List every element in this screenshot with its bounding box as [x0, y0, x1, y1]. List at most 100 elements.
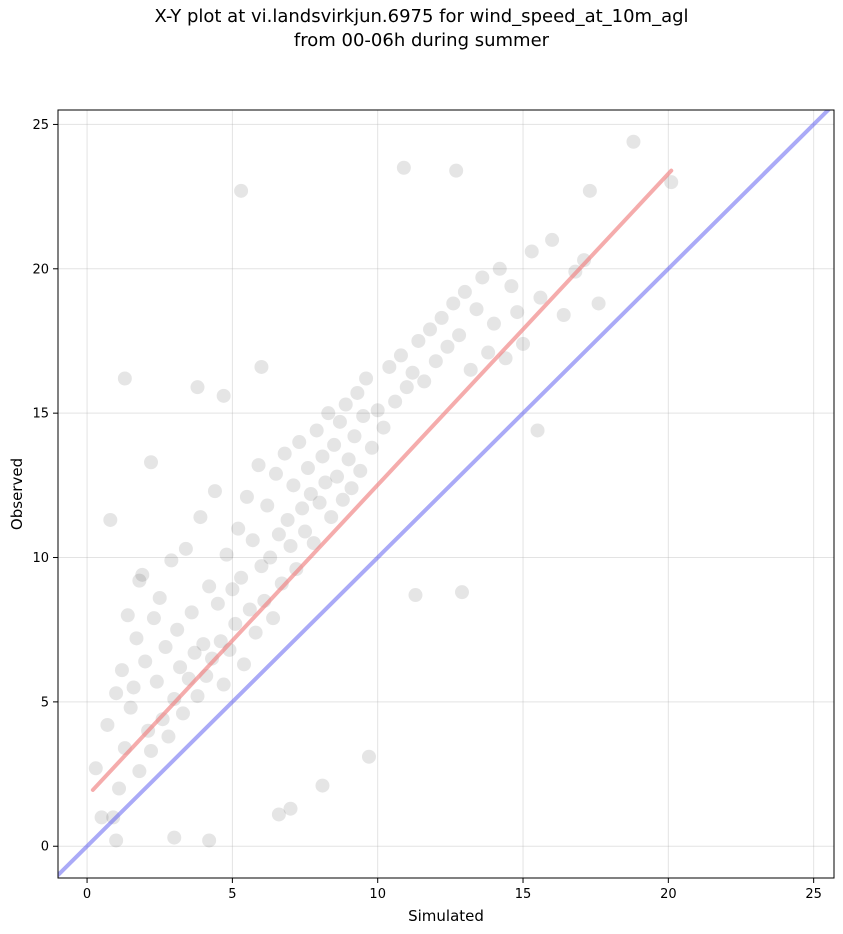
data-point: [510, 305, 525, 320]
data-point: [120, 608, 135, 623]
data-point: [149, 674, 164, 689]
data-point: [109, 833, 124, 848]
data-point: [207, 484, 222, 499]
data-point: [155, 712, 170, 727]
data-point: [492, 261, 507, 276]
data-point: [271, 527, 286, 542]
data-point: [388, 394, 403, 409]
data-point: [428, 354, 443, 369]
data-point: [205, 651, 220, 666]
data-point: [591, 296, 606, 311]
data-point: [268, 466, 283, 481]
data-point: [202, 833, 217, 848]
data-point: [303, 487, 318, 501]
data-point: [341, 452, 356, 467]
data-point: [312, 495, 327, 510]
data-point: [167, 830, 182, 845]
data-point: [94, 810, 109, 825]
x-tick-label: 25: [805, 887, 822, 902]
data-point: [423, 322, 438, 337]
data-point: [306, 536, 321, 551]
axis-ticks: 0 5 10 15 20 25 0 5 10 15 20 25: [32, 118, 821, 902]
data-point: [376, 420, 391, 435]
data-point: [114, 663, 129, 678]
data-point: [309, 423, 324, 438]
data-point: [524, 244, 539, 259]
data-point: [263, 550, 278, 565]
data-point: [234, 570, 249, 585]
data-point: [184, 605, 199, 620]
data-point: [164, 553, 179, 568]
data-point: [109, 686, 124, 701]
data-point: [132, 764, 147, 779]
data-point: [158, 640, 173, 655]
data-point: [210, 596, 225, 611]
data-point: [463, 362, 478, 377]
data-point: [225, 582, 240, 597]
data-point: [175, 706, 190, 721]
data-point: [152, 590, 167, 605]
data-point: [582, 183, 597, 198]
data-point: [399, 380, 414, 395]
data-point: [292, 435, 307, 450]
data-point: [330, 469, 345, 484]
y-tick-label: 10: [32, 551, 49, 566]
data-point: [356, 409, 371, 424]
data-point: [408, 588, 423, 603]
data-point: [146, 611, 161, 626]
data-point: [440, 339, 455, 354]
data-point: [135, 567, 150, 582]
data-point: [161, 729, 176, 744]
data-point: [178, 541, 193, 556]
data-point: [364, 440, 379, 455]
data-point: [533, 290, 548, 305]
data-point: [324, 510, 339, 525]
data-point: [295, 501, 310, 516]
x-tick-label: 5: [228, 887, 236, 902]
data-point: [449, 163, 464, 178]
data-point: [274, 576, 289, 591]
grid: [58, 110, 834, 878]
data-point: [475, 270, 490, 285]
data-point: [216, 677, 231, 692]
data-point: [298, 524, 313, 539]
data-point: [530, 423, 545, 438]
data-point: [338, 397, 353, 412]
data-point: [202, 579, 217, 594]
data-point: [664, 175, 679, 190]
data-point: [112, 781, 127, 796]
data-points: [88, 134, 679, 848]
data-point: [457, 284, 472, 299]
x-axis-label: Simulated: [408, 907, 484, 925]
data-point: [411, 333, 426, 348]
data-point: [417, 374, 432, 389]
data-point: [577, 253, 592, 268]
data-point: [266, 611, 281, 626]
data-point: [498, 351, 513, 366]
data-point: [283, 801, 298, 816]
data-point: [167, 691, 182, 706]
data-point: [254, 359, 269, 374]
data-point: [88, 761, 103, 776]
data-point: [350, 385, 365, 400]
data-point: [248, 625, 263, 640]
data-point: [382, 359, 397, 374]
y-tick-label: 20: [32, 262, 49, 277]
data-point: [271, 807, 286, 822]
data-point: [321, 406, 336, 421]
data-point: [545, 232, 560, 247]
data-point: [239, 489, 254, 504]
data-point: [405, 365, 420, 380]
data-point: [106, 810, 121, 825]
data-point: [190, 689, 205, 704]
data-point: [359, 371, 374, 386]
data-point: [129, 631, 144, 646]
data-point: [469, 302, 484, 317]
x-tick-label: 10: [369, 887, 386, 902]
y-tick-label: 15: [32, 407, 49, 422]
data-point: [237, 657, 252, 672]
data-point: [300, 461, 315, 476]
data-point: [353, 463, 368, 478]
data-point: [228, 616, 243, 631]
